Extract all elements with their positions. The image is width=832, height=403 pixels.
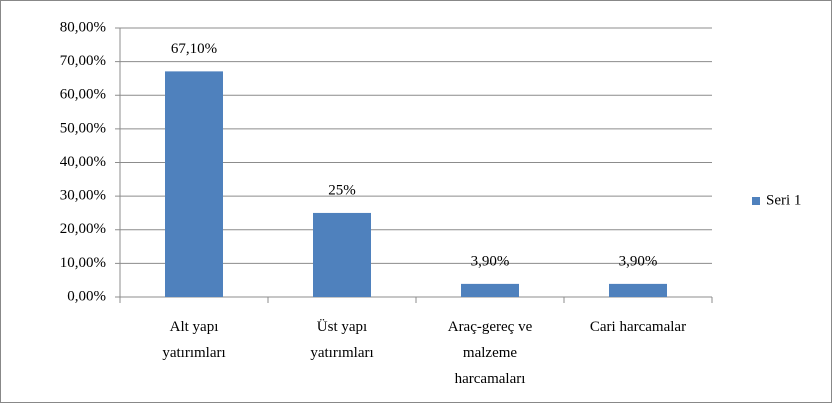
x-tick-label-line: malzeme [463,345,517,361]
y-tick-label: 20,00% [60,221,106,237]
bar [165,71,223,297]
x-tick-label-line: yatırımları [310,345,373,361]
x-tick-label: Cari harcamalar [590,319,686,335]
x-tick-label: Üst yapı yatırımları [310,318,373,361]
x-tick-label: Araç-gereç ve malzeme harcamaları [448,319,533,387]
data-label: 25% [328,182,356,198]
data-label: 67,10% [171,41,217,57]
y-tick-label: 10,00% [60,255,106,271]
x-tick-label-line: yatırımları [162,345,225,361]
x-tick-label-line: Üst yapı [317,318,367,335]
y-tick-label: 50,00% [60,120,106,136]
x-tick-label-line: Cari harcamalar [590,319,686,335]
data-label: 3,90% [619,253,658,269]
x-tick-label-line: Alt yapı [170,319,219,335]
x-tick-label-line: Araç-gereç ve [448,319,533,335]
x-tick-label: Alt yapı yatırımları [162,319,225,361]
y-tick-label: 80,00% [60,19,106,35]
bar [609,283,667,297]
legend-swatch [752,197,760,205]
x-tick-label-line: harcamaları [455,371,526,387]
y-tick-label: 0,00% [67,288,106,304]
legend-label: Seri 1 [766,192,801,208]
y-tick-label: 70,00% [60,53,106,69]
bar [461,283,519,297]
data-label: 3,90% [471,253,510,269]
y-tick-label: 40,00% [60,154,106,170]
bar [313,212,371,297]
y-tick-label: 30,00% [60,188,106,204]
y-tick-label: 60,00% [60,87,106,103]
